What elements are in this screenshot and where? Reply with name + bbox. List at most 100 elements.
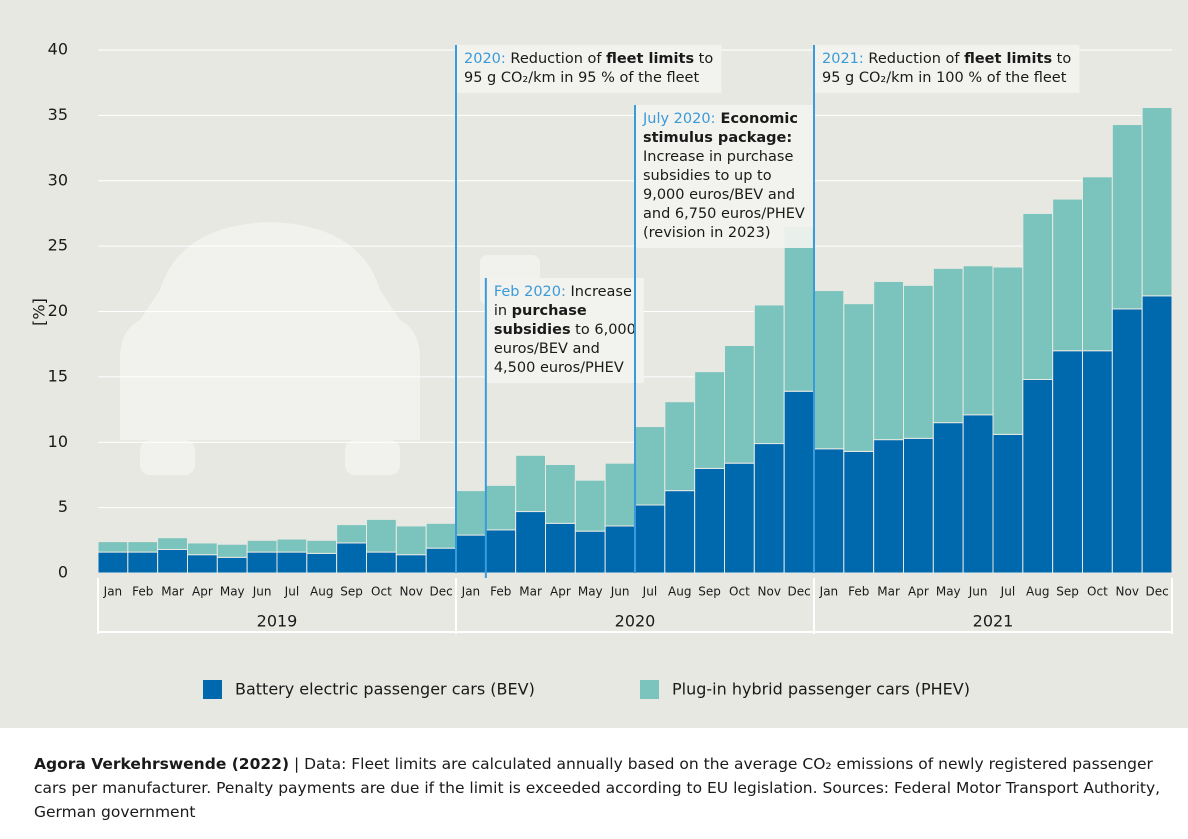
bar-segment [367,552,397,573]
x-tick-label: Oct [729,585,750,599]
annotation-text: 4,500 euros/PHEV [494,360,624,376]
annotation-segment: Feb 2020: [494,284,566,300]
y-tick-label: 15 [48,366,68,385]
x-tick-label: Nov [1116,585,1139,599]
group-label: 2020 [615,612,656,631]
bar-segment [456,535,486,573]
bar-segment [337,543,367,573]
bar-segment [605,526,635,573]
bar-segment [1053,199,1083,351]
annotation-text: and 6,750 euros/PHEV [643,206,805,222]
annotation-text: 9,000 euros/BEV and [643,187,795,203]
bar-segment [188,543,218,555]
annotation-segment: in [494,303,512,319]
bar-segment [367,519,397,552]
annotation-segment: Increase [566,284,632,300]
bar-segment [1142,108,1172,296]
x-tick-label: May [220,585,245,599]
bar-segment [695,372,725,469]
bar-segment [754,444,784,573]
bar-segment [307,540,337,553]
annotation-segment: (revision in 2023) [643,225,770,241]
page: [%] 0510152025303540JanFebMarAprMayJunJu… [0,0,1188,839]
bar-segment [695,468,725,573]
annotation-segment: and 6,750 euros/PHEV [643,206,805,222]
bar-segment [217,544,247,557]
x-tick-label: Dec [429,585,452,599]
x-tick-label: Apr [550,585,571,599]
x-tick-label: Mar [877,585,900,599]
group-label: 2021 [973,612,1014,631]
x-tick-label: Sep [1056,585,1079,599]
annotation-segment: Reduction of [506,51,606,67]
bar-segment [516,512,546,573]
annotation-segment: fleet limits [964,51,1052,67]
bar-segment [993,434,1023,573]
bar-segment [456,491,486,535]
annotation-segment: Increase in purchase [643,149,793,165]
annotation-segment: to [694,51,713,67]
annotation-text: euros/BEV and [494,341,600,357]
x-tick-label: Jan [819,585,839,599]
annotation-text: July 2020: Economic [642,111,798,127]
annotation-text: 2020: Reduction of fleet limits to [464,51,713,67]
bar-segment [993,267,1023,434]
x-tick-label: Aug [1026,585,1049,599]
bar-segment [188,555,218,573]
x-tick-label: Feb [132,585,153,599]
bar-segment [605,463,635,526]
x-tick-label: Apr [192,585,213,599]
bar-segment [277,552,307,573]
bar-segment [754,305,784,444]
bar-segment [516,455,546,511]
bar-segment [635,427,665,505]
x-tick-label: May [936,585,961,599]
bar-segment [247,552,277,573]
annotation-text: 2021: Reduction of fleet limits to [822,51,1071,67]
bar-segment [546,464,576,523]
y-axis-label: [%] [30,298,49,326]
bar-segment [1083,351,1113,573]
annotation-segment: purchase [512,303,587,319]
bar-segment [307,553,337,573]
legend-label: Plug-in hybrid passenger cars (PHEV) [672,680,970,699]
y-tick-label: 5 [58,497,68,516]
bar-segment [575,480,605,531]
group-label: 2019 [257,612,298,631]
x-tick-label: Apr [908,585,929,599]
x-tick-label: Aug [310,585,333,599]
x-tick-label: Mar [161,585,184,599]
annotation-text: stimulus package: [643,130,792,146]
bar-segment [784,391,814,573]
x-tick-label: Sep [698,585,721,599]
annotation-text: 95 g CO₂/km in 100 % of the fleet [822,70,1067,86]
x-tick-label: Jul [284,585,299,599]
bar-segment [784,227,814,392]
bar-segment [635,505,665,573]
annotation-text: subsidies to 6,000 [494,322,636,338]
bar-segment [844,304,874,452]
x-tick-label: Sep [340,585,363,599]
footer-text: Agora Verkehrswende (2022) [34,755,289,773]
annotation-segment: 95 g CO₂/km in 100 % of the fleet [822,70,1067,86]
annotation-segment: euros/BEV and [494,341,600,357]
x-tick-label: Dec [1145,585,1168,599]
bar-segment [933,423,963,573]
bar-segment [128,542,158,552]
x-tick-label: Oct [371,585,392,599]
x-tick-label: Jun [968,585,988,599]
y-tick-label: 40 [48,40,68,59]
x-tick-label: Mar [519,585,542,599]
annotation-segment: 2021: [822,51,864,67]
x-tick-label: Oct [1087,585,1108,599]
bar-segment [844,451,874,573]
y-tick-label: 35 [48,105,68,124]
bar-segment [247,540,277,552]
bar-segment [1083,177,1113,351]
x-tick-label: Dec [787,585,810,599]
bar-segment [396,526,426,555]
x-tick-label: May [578,585,603,599]
legend-swatch [203,680,222,699]
bar-segment [128,552,158,573]
annotation-segment: 4,500 euros/PHEV [494,360,624,376]
